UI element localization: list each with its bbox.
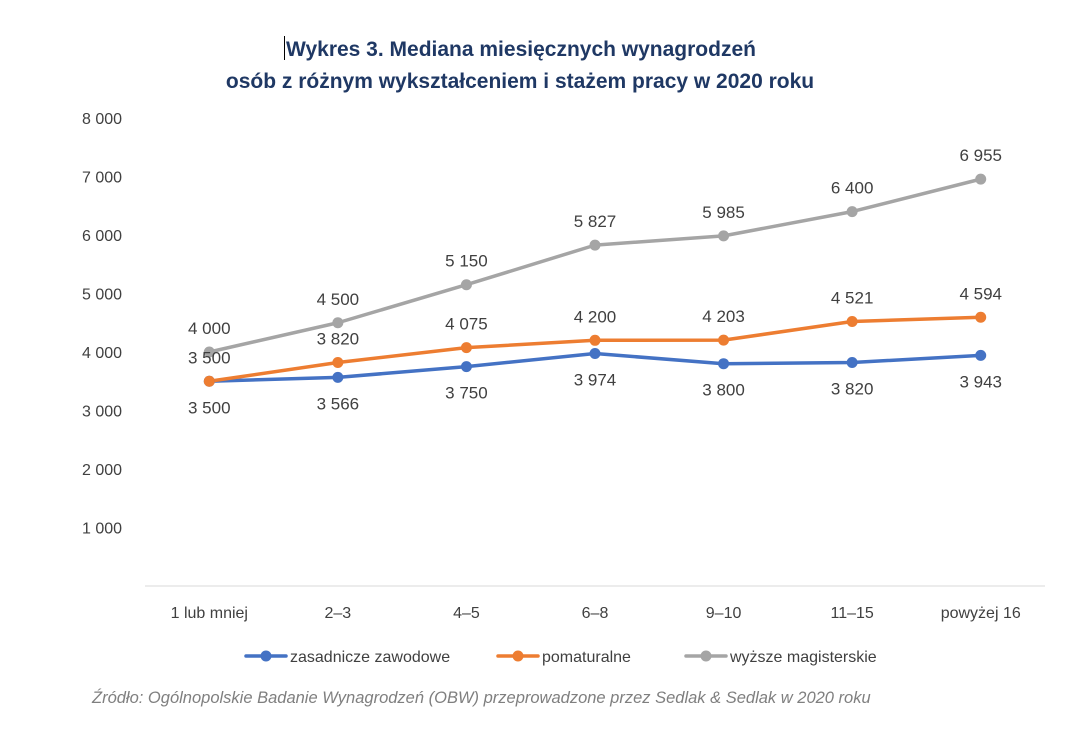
data-label-s2: 3 820 bbox=[317, 330, 360, 349]
x-tick-label: 6–8 bbox=[582, 605, 609, 622]
data-label-s3: 5 150 bbox=[445, 252, 488, 271]
data-point-s1 bbox=[718, 358, 730, 370]
y-tick-label: 7 000 bbox=[82, 170, 122, 187]
data-label-s1: 3 750 bbox=[445, 384, 488, 403]
data-label-s3: 6 955 bbox=[959, 146, 1002, 165]
legend-marker bbox=[512, 650, 524, 662]
data-label-s1: 3 820 bbox=[831, 380, 874, 399]
data-label-s2: 4 075 bbox=[445, 315, 488, 334]
data-label-s3: 5 827 bbox=[574, 212, 617, 231]
y-tick-label: 8 000 bbox=[82, 111, 122, 128]
x-tick-label: 11–15 bbox=[830, 605, 873, 622]
data-point-s2 bbox=[203, 375, 215, 387]
y-tick-label: 4 000 bbox=[82, 345, 122, 362]
legend-label: pomaturalne bbox=[542, 649, 631, 666]
x-tick-label: powyżej 16 bbox=[941, 605, 1021, 622]
data-point-s1 bbox=[975, 349, 987, 361]
chart-title-text-1: Wykres 3. Mediana miesięcznych wynagrodz… bbox=[286, 38, 756, 61]
data-point-s2 bbox=[718, 334, 730, 346]
data-point-s2 bbox=[589, 334, 601, 346]
data-point-s3 bbox=[203, 346, 215, 358]
x-tick-label: 2–3 bbox=[325, 605, 352, 622]
data-label-s1: 3 566 bbox=[317, 394, 360, 413]
data-point-s2 bbox=[846, 316, 858, 328]
data-point-s3 bbox=[718, 230, 730, 242]
x-tick-label: 9–10 bbox=[706, 605, 742, 622]
data-label-s3: 4 500 bbox=[317, 290, 360, 309]
x-tick-label: 4–5 bbox=[453, 605, 480, 622]
data-label-s2: 4 594 bbox=[959, 284, 1002, 303]
data-label-s1: 3 800 bbox=[702, 381, 745, 400]
data-point-s3 bbox=[975, 173, 987, 185]
y-tick-label: 6 000 bbox=[82, 228, 122, 245]
data-label-s1: 3 943 bbox=[959, 372, 1002, 391]
chart-title-line-2: osób z różnym wykształceniem i stażem pr… bbox=[225, 70, 815, 93]
y-tick-label: 3 000 bbox=[82, 404, 122, 421]
data-point-s1 bbox=[846, 357, 858, 369]
legend-marker bbox=[700, 650, 712, 662]
data-point-s3 bbox=[332, 317, 344, 329]
data-label-s3: 4 000 bbox=[188, 319, 231, 338]
data-point-s3 bbox=[589, 239, 601, 251]
data-label-s1: 3 500 bbox=[188, 398, 231, 417]
data-point-s1 bbox=[332, 371, 344, 383]
legend-marker bbox=[260, 650, 272, 662]
data-label-s3: 5 985 bbox=[702, 203, 745, 222]
data-label-s1: 3 974 bbox=[574, 371, 617, 390]
data-label-s2: 4 521 bbox=[831, 289, 874, 308]
legend-label: zasadnicze zawodowe bbox=[290, 649, 450, 666]
y-tick-label: 1 000 bbox=[82, 521, 122, 538]
data-point-s1 bbox=[589, 348, 601, 360]
data-label-s2: 4 200 bbox=[574, 307, 617, 326]
data-point-s2 bbox=[460, 342, 472, 354]
y-tick-label: 2 000 bbox=[82, 462, 122, 479]
data-label-s3: 6 400 bbox=[831, 179, 874, 198]
chart-title-line-1: Wykres 3. Mediana miesięcznych wynagrodz… bbox=[0, 34, 1040, 66]
text-cursor bbox=[284, 36, 286, 60]
data-point-s3 bbox=[846, 206, 858, 218]
data-label-s2: 4 203 bbox=[702, 307, 745, 326]
chart-title: Wykres 3. Mediana miesięcznych wynagrodz… bbox=[0, 34, 1040, 98]
data-point-s2 bbox=[332, 357, 344, 369]
x-tick-label: 1 lub mniej bbox=[171, 605, 248, 622]
y-tick-label: 5 000 bbox=[82, 287, 122, 304]
legend-label: wyższe magisterskie bbox=[729, 649, 877, 666]
data-point-s2 bbox=[975, 311, 987, 323]
source-note: Źródło: Ogólnopolskie Badanie Wynagrodze… bbox=[92, 689, 871, 707]
data-point-s1 bbox=[460, 361, 472, 373]
data-label-s2: 3 500 bbox=[188, 348, 231, 367]
data-point-s3 bbox=[460, 279, 472, 291]
